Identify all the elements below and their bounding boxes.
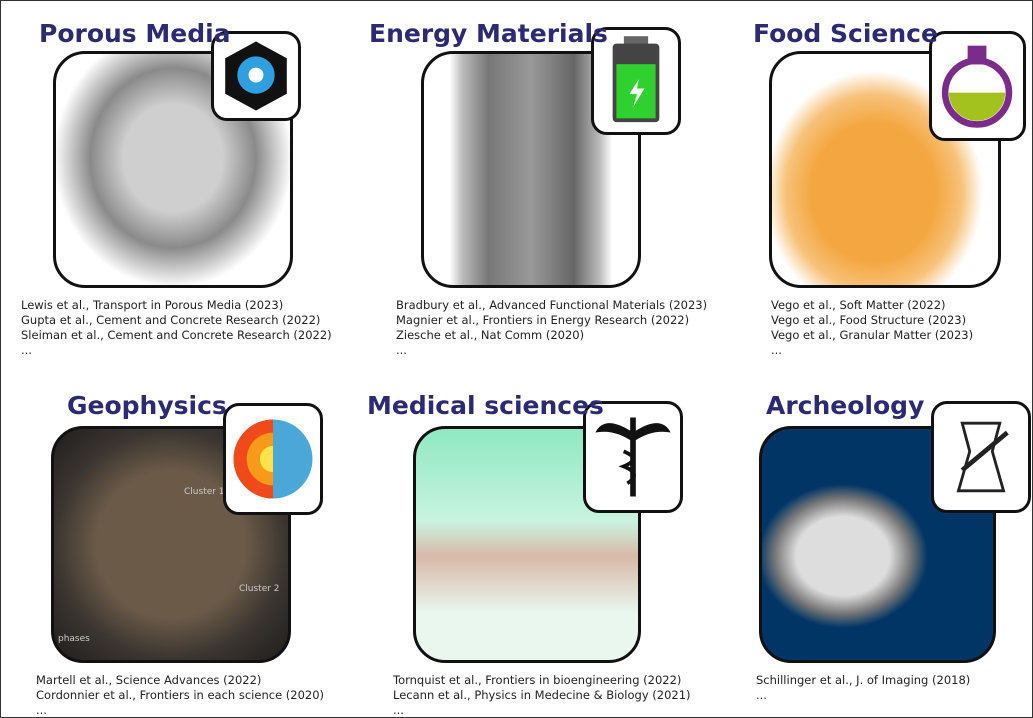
reference: Vego et al., Food Structure (2023) xyxy=(771,313,967,327)
reference: Schillinger et al., J. of Imaging (2018) xyxy=(756,673,971,687)
icon-shape xyxy=(612,36,660,123)
reference: Sleiman et al., Cement and Concrete Rese… xyxy=(21,328,332,342)
icon-shape xyxy=(941,45,1013,128)
panel-title: Medical sciences xyxy=(367,391,604,420)
reference: Lewis et al., Transport in Porous Media … xyxy=(21,298,284,312)
panel-title: Archeology xyxy=(766,391,925,420)
icon-shape xyxy=(967,45,987,65)
icon-shape xyxy=(948,92,1006,121)
reference: Lecann et al., Physics in Medecine & Bio… xyxy=(393,688,691,702)
reference: ... xyxy=(21,343,32,357)
image-label: phases xyxy=(58,634,90,644)
reference: ... xyxy=(771,343,782,357)
icon-shape xyxy=(623,36,649,46)
reference: Ziesche et al., Nat Comm (2020) xyxy=(396,328,585,342)
icon-shape xyxy=(225,41,287,111)
icon-shape xyxy=(618,449,636,485)
reference: Gupta et al., Cement and Concrete Resear… xyxy=(21,313,321,327)
reference: Vego et al., Granular Matter (2023) xyxy=(771,328,974,342)
panel-icon xyxy=(931,401,1031,513)
reference-list: Martell et al., Science Advances (2022) C… xyxy=(36,673,325,717)
reference: Cordonnier et al., Frontiers in each sci… xyxy=(36,688,325,702)
icon-shape xyxy=(629,79,645,108)
reference: ... xyxy=(396,343,407,357)
reference: ... xyxy=(393,703,404,717)
panel-icon xyxy=(211,31,301,121)
icon-shape xyxy=(233,419,313,499)
icon-shape xyxy=(956,421,1009,493)
reference-list: Lewis et al., Transport in Porous Media … xyxy=(21,298,332,358)
panel-title: Porous Media xyxy=(39,19,231,48)
icon-shape xyxy=(595,423,671,442)
panel-icon xyxy=(591,27,681,135)
reference-list: Tornquist et al., Frontiers in bioengine… xyxy=(393,673,691,717)
reference: Vego et al., Soft Matter (2022) xyxy=(771,298,946,312)
reference: Bradbury et al., Advanced Functional Mat… xyxy=(396,298,708,312)
reference: ... xyxy=(36,703,47,717)
panel-title: Food Science xyxy=(753,19,938,48)
icon-shape xyxy=(246,432,273,486)
image-label: Cluster 2 xyxy=(239,584,280,594)
panel-title: Energy Materials xyxy=(369,19,608,48)
reference: Martell et al., Science Advances (2022) xyxy=(36,673,262,687)
reference: Magnier et al., Frontiers in Energy Rese… xyxy=(396,313,690,327)
panel-icon xyxy=(223,403,323,515)
reference-list: Vego et al., Soft Matter (2022) Vego et a… xyxy=(771,298,973,358)
icon-shape xyxy=(960,430,1009,472)
reference: Tornquist et al., Frontiers in bioengine… xyxy=(393,673,682,687)
icon-shape xyxy=(595,417,671,497)
reference: ... xyxy=(756,688,767,702)
icon-shape xyxy=(248,67,264,83)
image-label: Cluster 1 xyxy=(184,487,225,497)
reference-list: Schillinger et al., J. of Imaging (2018)… xyxy=(756,673,970,703)
icon-shape xyxy=(956,421,1006,493)
panel-icon xyxy=(583,401,683,513)
reference-list: Bradbury et al., Advanced Functional Mat… xyxy=(396,298,707,358)
panel-title: Geophysics xyxy=(67,391,227,420)
icon-shape xyxy=(259,445,273,473)
panel-icon xyxy=(929,31,1026,141)
